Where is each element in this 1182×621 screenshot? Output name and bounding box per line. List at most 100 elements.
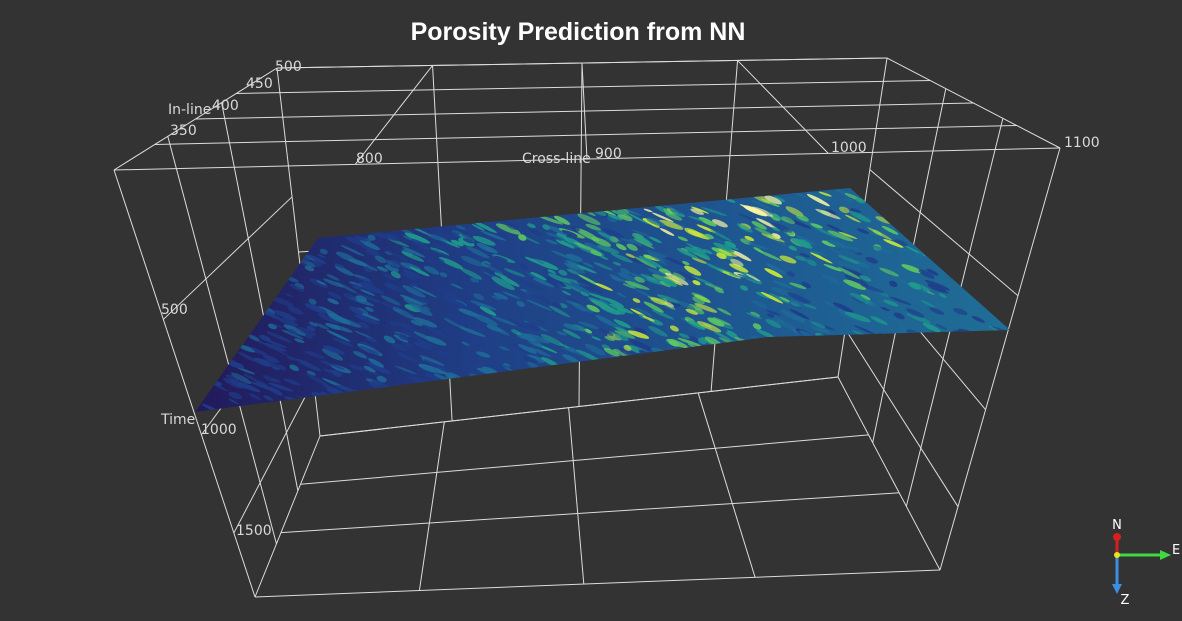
porosity-streak — [547, 273, 572, 284]
porosity-streak — [663, 275, 683, 286]
porosity-streak — [483, 262, 504, 273]
porosity-streak — [849, 246, 860, 253]
porosity-streak — [697, 321, 722, 333]
porosity-streak — [289, 364, 299, 372]
tick-crossline-1100: 1100 — [1064, 135, 1100, 151]
porosity-streak — [317, 313, 340, 324]
porosity-streak — [702, 249, 713, 255]
porosity-streak — [384, 264, 399, 272]
porosity-streak — [563, 323, 580, 331]
porosity-streak — [472, 220, 497, 233]
porosity-streak — [690, 208, 704, 215]
tick-inline-500: 500 — [275, 59, 302, 75]
porosity-streak — [519, 279, 544, 291]
porosity-streak — [825, 337, 851, 349]
porosity-streak — [354, 330, 374, 340]
porosity-streak — [570, 243, 578, 248]
porosity-streak — [633, 327, 647, 334]
porosity-streak — [691, 292, 711, 303]
porosity-streak — [419, 355, 445, 366]
porosity-streak — [646, 249, 672, 260]
porosity-streak — [789, 282, 807, 290]
porosity-streak — [519, 263, 529, 270]
porosity-streak — [584, 343, 606, 356]
porosity-streak — [728, 352, 746, 362]
porosity-streak — [479, 303, 497, 311]
porosity-streak — [527, 338, 543, 348]
porosity-streak — [599, 304, 621, 315]
time-axis-label: Time — [160, 412, 195, 428]
porosity-surface — [195, 188, 1010, 412]
porosity-streak — [766, 263, 786, 275]
tick-crossline-800: 800 — [356, 151, 383, 167]
porosity-streak — [788, 299, 809, 308]
porosity-streak — [744, 235, 755, 242]
porosity-streak — [672, 272, 686, 280]
porosity-streak — [491, 315, 517, 326]
porosity-streak — [615, 334, 629, 341]
porosity-streak — [791, 238, 813, 249]
porosity-streak — [376, 266, 388, 272]
porosity-streak — [558, 269, 568, 276]
porosity-streak — [306, 370, 316, 376]
porosity-streak — [523, 356, 538, 364]
porosity-streak — [868, 231, 877, 236]
porosity-streak — [611, 276, 621, 282]
porosity-streak — [323, 345, 339, 353]
porosity-streak — [751, 221, 767, 230]
porosity-streak — [565, 296, 580, 303]
left-wall-grid-line — [163, 196, 293, 320]
porosity-streak — [610, 252, 633, 263]
porosity-streak — [757, 250, 783, 262]
porosity-streak — [712, 317, 732, 326]
porosity-streak — [718, 248, 738, 257]
porosity-streak — [332, 337, 354, 347]
porosity-streak — [795, 213, 809, 222]
porosity-streak — [270, 296, 294, 307]
porosity-streak — [747, 242, 768, 250]
porosity-streak — [686, 243, 698, 250]
porosity-streak — [545, 232, 571, 242]
porosity-streak — [273, 309, 297, 321]
porosity-streak — [730, 258, 744, 267]
porosity-streak — [659, 280, 671, 288]
porosity-streak — [651, 212, 674, 223]
porosity-streak — [458, 238, 475, 247]
porosity-streak — [518, 234, 527, 241]
porosity-streak — [563, 262, 579, 271]
porosity-streak — [531, 257, 545, 265]
porosity-streak — [383, 335, 396, 344]
porosity-streak — [614, 330, 636, 339]
porosity-streak — [506, 224, 518, 230]
porosity-streak — [584, 307, 594, 313]
porosity-streak — [263, 395, 274, 401]
porosity-streak — [458, 308, 480, 318]
porosity-streak — [632, 298, 641, 303]
porosity-streak — [248, 334, 260, 342]
porosity-streak — [526, 272, 548, 284]
porosity-streak — [881, 225, 899, 235]
porosity-streak — [577, 274, 600, 286]
porosity-streak — [805, 191, 832, 201]
porosity-streak — [829, 247, 843, 255]
porosity-streak — [577, 264, 597, 274]
porosity-streak — [613, 319, 631, 329]
crossline-axis-label: Cross-line — [522, 151, 591, 167]
porosity-streak — [893, 312, 905, 320]
porosity-streak — [387, 237, 410, 248]
porosity-streak — [772, 227, 781, 232]
porosity-streak — [334, 263, 345, 269]
porosity-streak — [951, 311, 977, 325]
porosity-streak — [809, 249, 828, 257]
porosity-streak — [541, 357, 560, 368]
porosity-streak — [826, 239, 850, 249]
porosity-streak — [304, 303, 328, 314]
porosity-streak — [432, 244, 450, 253]
porosity-streak — [929, 307, 945, 315]
porosity-streak — [462, 238, 474, 244]
porosity-streak — [567, 282, 590, 294]
porosity-streak — [779, 296, 790, 303]
orientation-compass[interactable]: N E Z — [1112, 518, 1180, 608]
